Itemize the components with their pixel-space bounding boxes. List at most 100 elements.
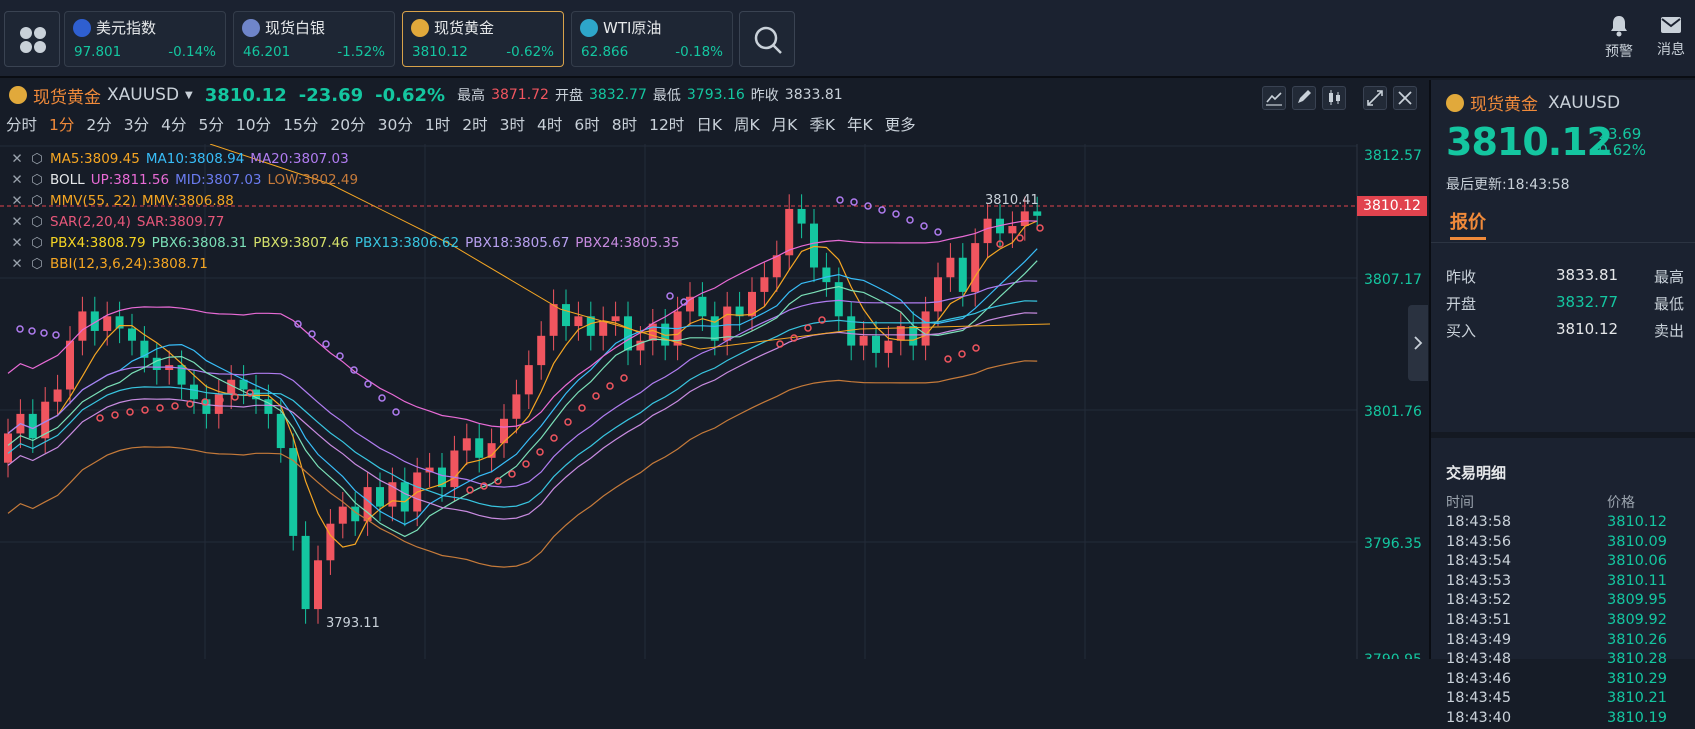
sar-dot <box>972 344 980 352</box>
indicator-value: BOLL <box>50 172 85 188</box>
indicator-value: LOW:3802.49 <box>267 172 359 188</box>
indicator-value: PBX13:3806.62 <box>354 235 460 251</box>
ticker-card[interactable]: 现货黄金 3810.12 -0.62% <box>402 11 564 67</box>
remove-indicator-icon[interactable]: ✕ <box>11 256 23 272</box>
trade-price: 3810.06 <box>1607 553 1667 570</box>
period-tab[interactable]: 2分 <box>86 116 112 134</box>
col-time: 时间 <box>1446 495 1474 511</box>
period-tab[interactable]: 20分 <box>330 116 366 134</box>
candle <box>326 523 335 561</box>
period-tab[interactable]: 周K <box>733 116 760 134</box>
period-tab[interactable]: 10分 <box>235 116 272 134</box>
period-tab[interactable]: 3分 <box>123 116 150 134</box>
search-button[interactable] <box>739 11 795 67</box>
period-tab[interactable]: 4分 <box>161 116 187 134</box>
candle <box>214 394 223 414</box>
period-tab[interactable]: 日K <box>696 116 722 134</box>
candle <box>425 467 434 473</box>
chart-instrument-name[interactable]: 现货黄金 <box>33 87 101 108</box>
remove-indicator-icon[interactable]: ✕ <box>11 214 23 230</box>
sar-dot <box>246 389 254 397</box>
candle <box>78 311 87 341</box>
settings-icon[interactable]: ⬡ <box>31 151 43 167</box>
period-tab[interactable]: 5分 <box>198 116 224 134</box>
pbx-line <box>7 312 1038 520</box>
indicator-value: BBI(12,3,6,24):3808.71 <box>50 256 208 272</box>
sar-dot <box>231 393 239 401</box>
ticker-name: 美元指数 <box>73 17 156 38</box>
candle <box>537 335 546 366</box>
chart-price: 3810.12 <box>204 84 287 106</box>
period-tab[interactable]: 6时 <box>574 116 600 134</box>
period-tab[interactable]: 更多 <box>884 116 916 134</box>
trade-row: 18:43:58 3810.12 <box>1446 514 1686 533</box>
sar-dot <box>564 418 572 426</box>
alert-button[interactable]: 预警 <box>1599 15 1639 61</box>
trade-row: 18:43:48 3810.28 <box>1446 651 1686 670</box>
panel-toggle-button[interactable] <box>1408 305 1428 381</box>
prev-close-value: 3833.81 <box>784 87 843 103</box>
period-tab[interactable]: 4时 <box>536 116 563 134</box>
period-tab[interactable]: 3时 <box>499 116 525 134</box>
settings-icon[interactable]: ⬡ <box>31 235 43 251</box>
low-label: 最低 <box>652 88 681 104</box>
period-tab[interactable]: 分时 <box>6 116 38 134</box>
chevron-down-icon[interactable]: ▼ <box>185 89 193 101</box>
axis-label: 3812.57 <box>1364 148 1422 164</box>
period-tab[interactable]: 1分 <box>49 116 75 134</box>
period-tab[interactable]: 2时 <box>462 116 488 134</box>
settings-icon[interactable]: ⬡ <box>31 172 43 188</box>
sar-dot <box>606 382 614 390</box>
sar-dot <box>466 486 474 494</box>
candle-type-button[interactable] <box>1322 86 1346 110</box>
period-tab[interactable]: 15分 <box>283 116 319 134</box>
remove-indicator-icon[interactable]: ✕ <box>11 193 23 209</box>
remove-indicator-icon[interactable]: ✕ <box>11 235 23 251</box>
pencil-icon <box>1298 90 1311 103</box>
candle <box>648 323 657 341</box>
apps-grid-button[interactable] <box>4 11 60 67</box>
tab-quote[interactable]: 报价 <box>1450 212 1486 233</box>
indicator-value: PBX18:3805.67 <box>465 235 570 251</box>
period-tab[interactable]: 月K <box>771 116 798 134</box>
draw-tool-button[interactable] <box>1292 86 1316 110</box>
period-tab[interactable]: 12时 <box>649 116 685 134</box>
ticker-change: -0.18% <box>675 44 723 60</box>
candle <box>264 399 273 414</box>
quote-label: 昨收 <box>1446 268 1477 286</box>
sar-dot <box>141 406 149 414</box>
message-button[interactable]: 消息 <box>1651 15 1691 59</box>
sar-dot <box>28 327 36 335</box>
candle <box>450 450 459 488</box>
period-tab[interactable]: 1时 <box>424 116 451 134</box>
trade-time: 18:43:54 <box>1446 553 1512 570</box>
candle <box>896 326 905 341</box>
ticker-card[interactable]: WTI原油 62.866 -0.18% <box>571 11 733 67</box>
line-tool-button[interactable] <box>1262 86 1286 110</box>
trade-row: 18:43:52 3809.95 <box>1446 592 1686 611</box>
sar-dot <box>818 316 826 324</box>
remove-indicator-icon[interactable]: ✕ <box>11 172 23 188</box>
sar-dot <box>494 477 502 485</box>
grid-icon <box>20 27 46 53</box>
close-chart-button[interactable] <box>1393 86 1417 110</box>
settings-icon[interactable]: ⬡ <box>31 256 43 272</box>
ticker-card[interactable]: 美元指数 97.801 -0.14% <box>64 11 226 67</box>
candle <box>909 326 918 346</box>
candle <box>599 321 608 336</box>
chart-change-pct: -0.62% <box>375 84 446 106</box>
ticker-card[interactable]: 现货白银 46.201 -1.52% <box>233 11 395 67</box>
candle <box>586 316 595 336</box>
period-tab[interactable]: 8时 <box>611 116 638 134</box>
chart-symbol[interactable]: XAUUSD <box>107 85 180 105</box>
candle <box>611 316 620 322</box>
settings-icon[interactable]: ⬡ <box>31 193 43 209</box>
settings-icon[interactable]: ⬡ <box>31 214 43 230</box>
period-tab[interactable]: 年K <box>847 116 873 134</box>
remove-indicator-icon[interactable]: ✕ <box>11 151 23 167</box>
ticker-label: WTI原油 <box>603 19 662 37</box>
expand-button[interactable] <box>1363 86 1387 110</box>
period-tab[interactable]: 季K <box>809 116 835 134</box>
period-tab[interactable]: 30分 <box>377 116 413 134</box>
kline-chart[interactable]: ✕ ⬡ MA5:3809.45 MA10:3808.94 MA20:3807.03 ✕ ⬡ B… <box>0 144 1427 659</box>
